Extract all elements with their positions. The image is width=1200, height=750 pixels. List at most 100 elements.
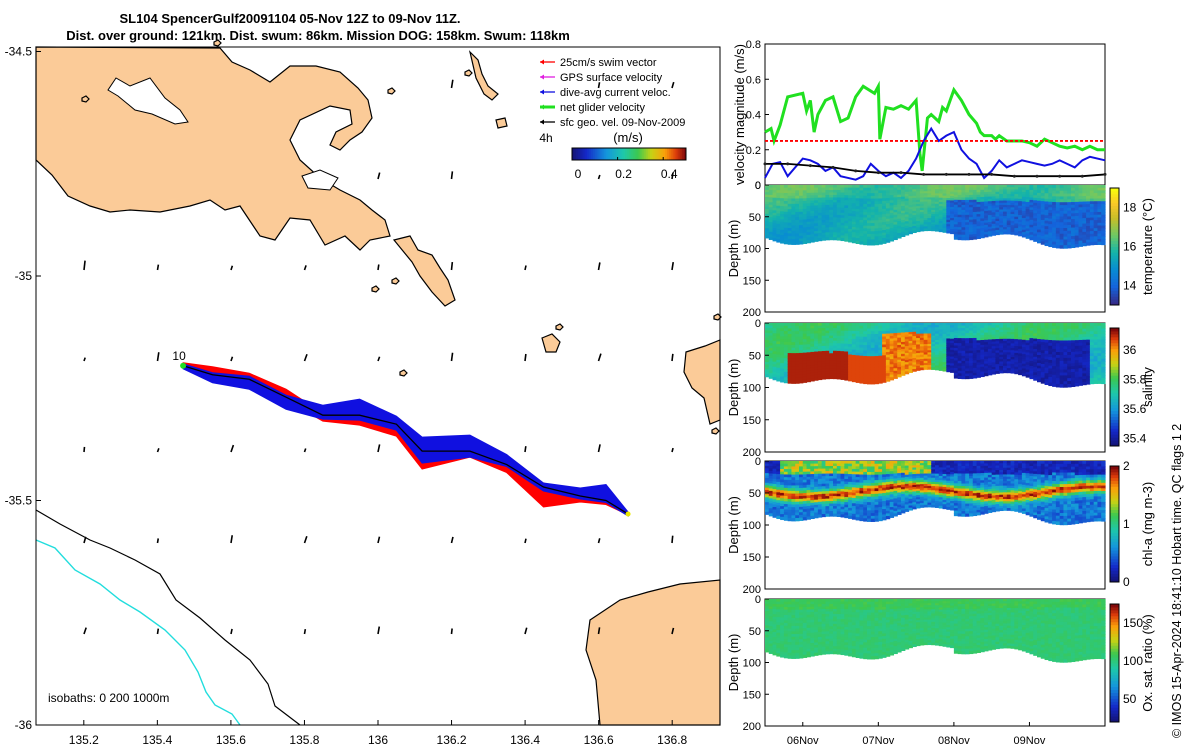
salinity-ylabel: Depth (m) (726, 359, 741, 417)
salinity-cell (995, 334, 1000, 338)
salinity-cell (984, 344, 989, 348)
temperature-cell (1021, 203, 1027, 207)
chla-cell (780, 463, 785, 467)
salinity-cell (1089, 334, 1095, 338)
salinity-cell (953, 370, 959, 374)
temperature-cell (765, 199, 770, 203)
chla-cell (768, 468, 774, 472)
salinity-cell (844, 325, 849, 329)
salinity-cell (799, 328, 804, 332)
temperature-cell (1018, 208, 1023, 211)
temperature-cell (1071, 199, 1076, 203)
temperature-cell (969, 232, 974, 236)
chla-cell (829, 501, 834, 505)
temperature-cell (1048, 232, 1053, 236)
temperature-cell (1086, 204, 1091, 208)
temperature-cell (783, 222, 789, 226)
temperature-cell (901, 189, 906, 193)
salinity-cell (848, 359, 853, 363)
salinity-cell (851, 378, 857, 383)
temperature-cell (916, 218, 921, 222)
salinity-cell (780, 352, 785, 356)
temperature-cell (1078, 212, 1083, 217)
salinity-cell (772, 330, 777, 334)
map-colorbar-segment (592, 148, 596, 160)
temperature-cell (776, 216, 781, 220)
salinity-cell (1010, 329, 1015, 333)
sfc-geo-vector (524, 265, 527, 271)
salinity-cell (780, 323, 785, 327)
salinity-cell (825, 343, 830, 347)
temperature-cell (987, 233, 993, 237)
temperature-cell (1089, 222, 1095, 227)
yorke-peninsula (683, 339, 721, 425)
salinity-cell (806, 376, 811, 380)
salinity-cell (1101, 364, 1106, 368)
temperature-cell (927, 207, 932, 211)
salinity-cell (972, 365, 978, 369)
salinity-cell (802, 323, 808, 327)
salinity-cell (961, 343, 966, 347)
salinity-cell (935, 352, 940, 356)
temperature-cell (780, 219, 785, 223)
temperature-cell (817, 197, 823, 201)
salinity-cell (950, 352, 955, 355)
temperature-cell (1067, 193, 1072, 198)
salinity-cell (1040, 325, 1046, 330)
temperature-cell (787, 233, 793, 237)
salinity-cell (795, 361, 800, 365)
temperature-cell (912, 208, 917, 212)
chla-cell (810, 510, 815, 514)
salinity-cell (772, 377, 777, 381)
temperature-cell (946, 204, 951, 208)
salinity-cell (908, 354, 913, 358)
temperature-cell (814, 220, 819, 224)
salinity-cell (795, 355, 800, 360)
chla-heatmap (765, 461, 1106, 526)
temperature-cell (1097, 238, 1102, 243)
salinity-cell (1089, 323, 1095, 327)
temperature-cell (772, 207, 777, 211)
temperature-cell (833, 237, 838, 241)
temperature-cell (780, 208, 785, 212)
salinity-cell (969, 353, 974, 357)
temperature-cell (1018, 201, 1023, 205)
salinity-cell (946, 349, 951, 353)
sfc-geo-vector (597, 538, 601, 544)
temperature-cell (995, 216, 1000, 220)
temperature-colorbar-segment (1110, 293, 1119, 297)
salinity-cell (950, 331, 955, 335)
temperature-cell (810, 236, 815, 240)
temperature-cell (1067, 202, 1072, 206)
temperature-cell (783, 209, 789, 213)
temperature-cell (1078, 235, 1083, 239)
temperature-cell (863, 187, 868, 192)
salinity-cell (897, 354, 902, 358)
temperature-cell (1037, 187, 1042, 191)
temperature-cell (885, 192, 891, 196)
chla-cell (836, 511, 842, 515)
salinity-cell (878, 353, 883, 357)
salinity-cell (765, 337, 770, 341)
salinity-cell (972, 325, 978, 329)
temperature-cell (859, 206, 864, 210)
temperature-cell (821, 197, 827, 201)
temperature-cell (765, 216, 770, 220)
temperature-cell (1029, 229, 1034, 233)
temperature-cell (867, 225, 872, 230)
temperature-cell (783, 227, 789, 231)
temperature-cell (848, 226, 853, 230)
salinity-cell (987, 337, 993, 341)
salinity-cell (1071, 363, 1076, 367)
salinity-cell (1093, 344, 1099, 349)
salinity-cell (1048, 354, 1053, 358)
temperature-cell (980, 235, 985, 239)
temperature-cell (855, 219, 861, 223)
salinity-cell (969, 370, 974, 374)
salinity-cell (814, 351, 819, 355)
temperature-cell (923, 203, 929, 207)
salinity-cell (980, 340, 985, 344)
salinity-cell (991, 364, 997, 368)
salinity-cell (1078, 351, 1083, 355)
temperature-cell (1067, 233, 1072, 238)
